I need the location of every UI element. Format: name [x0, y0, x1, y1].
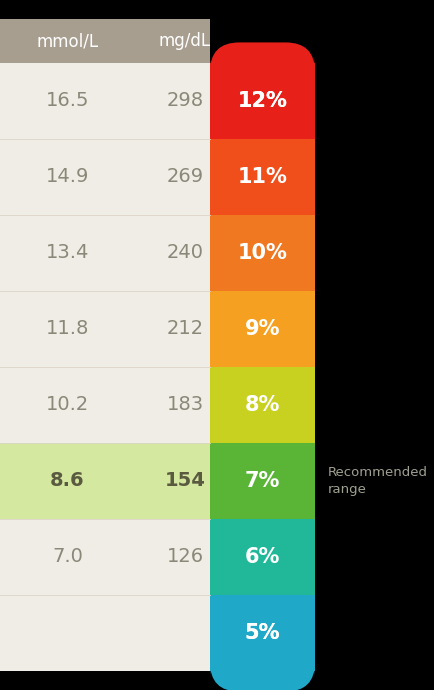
Text: 5%: 5%	[245, 623, 280, 643]
Text: 12%: 12%	[237, 91, 287, 111]
Text: 8%: 8%	[245, 395, 280, 415]
Text: 12%: 12%	[237, 91, 287, 111]
Text: Recommended
range: Recommended range	[328, 466, 428, 497]
Text: 183: 183	[166, 395, 204, 415]
Text: 14.9: 14.9	[46, 168, 89, 186]
Text: 240: 240	[167, 244, 204, 262]
Bar	[210, 291, 315, 367]
Bar	[0, 19, 210, 63]
Bar	[210, 367, 315, 443]
Bar	[0, 443, 210, 519]
Bar	[210, 519, 315, 595]
Text: mmol/L: mmol/L	[36, 32, 99, 50]
Text: 13.4: 13.4	[46, 244, 89, 262]
Text: 11%: 11%	[237, 167, 287, 187]
Bar	[0, 367, 210, 443]
Bar	[0, 519, 210, 595]
Text: 10%: 10%	[237, 243, 287, 263]
Bar	[210, 443, 315, 519]
Text: 126: 126	[166, 547, 204, 566]
Text: 6%: 6%	[245, 547, 280, 567]
Bar	[210, 215, 315, 291]
Bar	[0, 215, 210, 291]
Bar	[0, 595, 210, 671]
Text: 7.0: 7.0	[52, 547, 83, 566]
Bar	[210, 139, 315, 215]
FancyBboxPatch shape	[210, 42, 315, 86]
Text: 212: 212	[166, 319, 204, 339]
Text: 298: 298	[166, 92, 204, 110]
Text: 269: 269	[166, 168, 204, 186]
Text: 10.2: 10.2	[46, 395, 89, 415]
FancyBboxPatch shape	[210, 647, 315, 690]
Text: 16.5: 16.5	[46, 92, 89, 110]
Bar	[210, 63, 315, 139]
Bar	[0, 63, 210, 139]
Text: 11.8: 11.8	[46, 319, 89, 339]
Bar	[0, 291, 210, 367]
Text: 154: 154	[164, 471, 205, 491]
Text: 8.6: 8.6	[50, 471, 85, 491]
Text: 5%: 5%	[245, 623, 280, 643]
Text: mg/dL: mg/dL	[159, 32, 211, 50]
Text: 9%: 9%	[245, 319, 280, 339]
Bar	[0, 139, 210, 215]
Bar	[210, 595, 315, 671]
Text: 7%: 7%	[245, 471, 280, 491]
Bar	[0, 19, 210, 63]
